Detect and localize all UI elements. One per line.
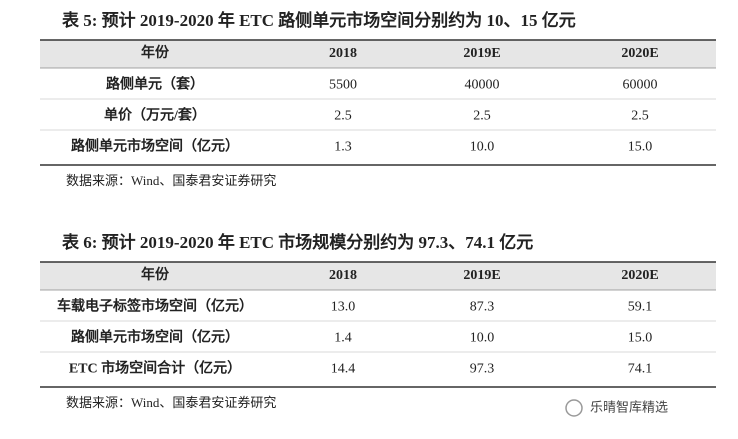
watermark-text: 乐晴智库精选 [590,400,668,416]
value-cell: 10.0 [470,140,495,155]
value-cell: 1.4 [334,331,352,346]
table-title: 表 6: 预计 2019-2020 年 ETC 市场规模分别约为 97.3、74… [62,232,533,252]
value-cell: 60000 [623,78,658,93]
value-cell: 59.1 [628,300,653,315]
watermark: 乐晴智库精选 [565,399,668,417]
row-label: ETC 市场空间合计（亿元） [69,360,241,377]
value-cell: 1.3 [334,140,352,155]
watermark-icon [565,399,583,417]
header-cell: 2020E [621,46,658,61]
value-cell: 5500 [329,78,357,93]
header-cell: 2020E [621,268,658,283]
row-label: 路侧单元市场空间（亿元） [71,138,239,155]
header-cell: 2018 [329,46,357,61]
table-title: 表 5: 预计 2019-2020 年 ETC 路侧单元市场空间分别约为 10、… [62,10,576,30]
value-cell: 2.5 [631,109,649,124]
value-cell: 40000 [465,78,500,93]
row-label: 路侧单元（套） [106,76,204,93]
header-cell: 年份 [141,266,170,283]
header-background [40,262,716,290]
header-background [40,40,716,68]
value-cell: 74.1 [628,362,653,377]
source-note: 数据来源：Wind、国泰君安证券研究 [66,395,276,410]
value-cell: 14.4 [331,362,356,377]
value-cell: 97.3 [470,362,495,377]
header-cell: 2019E [463,46,500,61]
value-cell: 10.0 [470,331,495,346]
row-label: 单价（万元/套） [104,107,206,124]
header-cell: 年份 [141,44,170,61]
header-cell: 2019E [463,268,500,283]
value-cell: 2.5 [473,109,491,124]
value-cell: 2.5 [334,109,352,124]
value-cell: 15.0 [628,331,653,346]
value-cell: 15.0 [628,140,653,155]
row-label: 车载电子标签市场空间（亿元） [57,298,253,315]
header-cell: 2018 [329,268,357,283]
source-note: 数据来源：Wind、国泰君安证券研究 [66,173,276,188]
row-label: 路侧单元市场空间（亿元） [71,329,239,346]
value-cell: 87.3 [470,300,495,315]
value-cell: 13.0 [331,300,356,315]
